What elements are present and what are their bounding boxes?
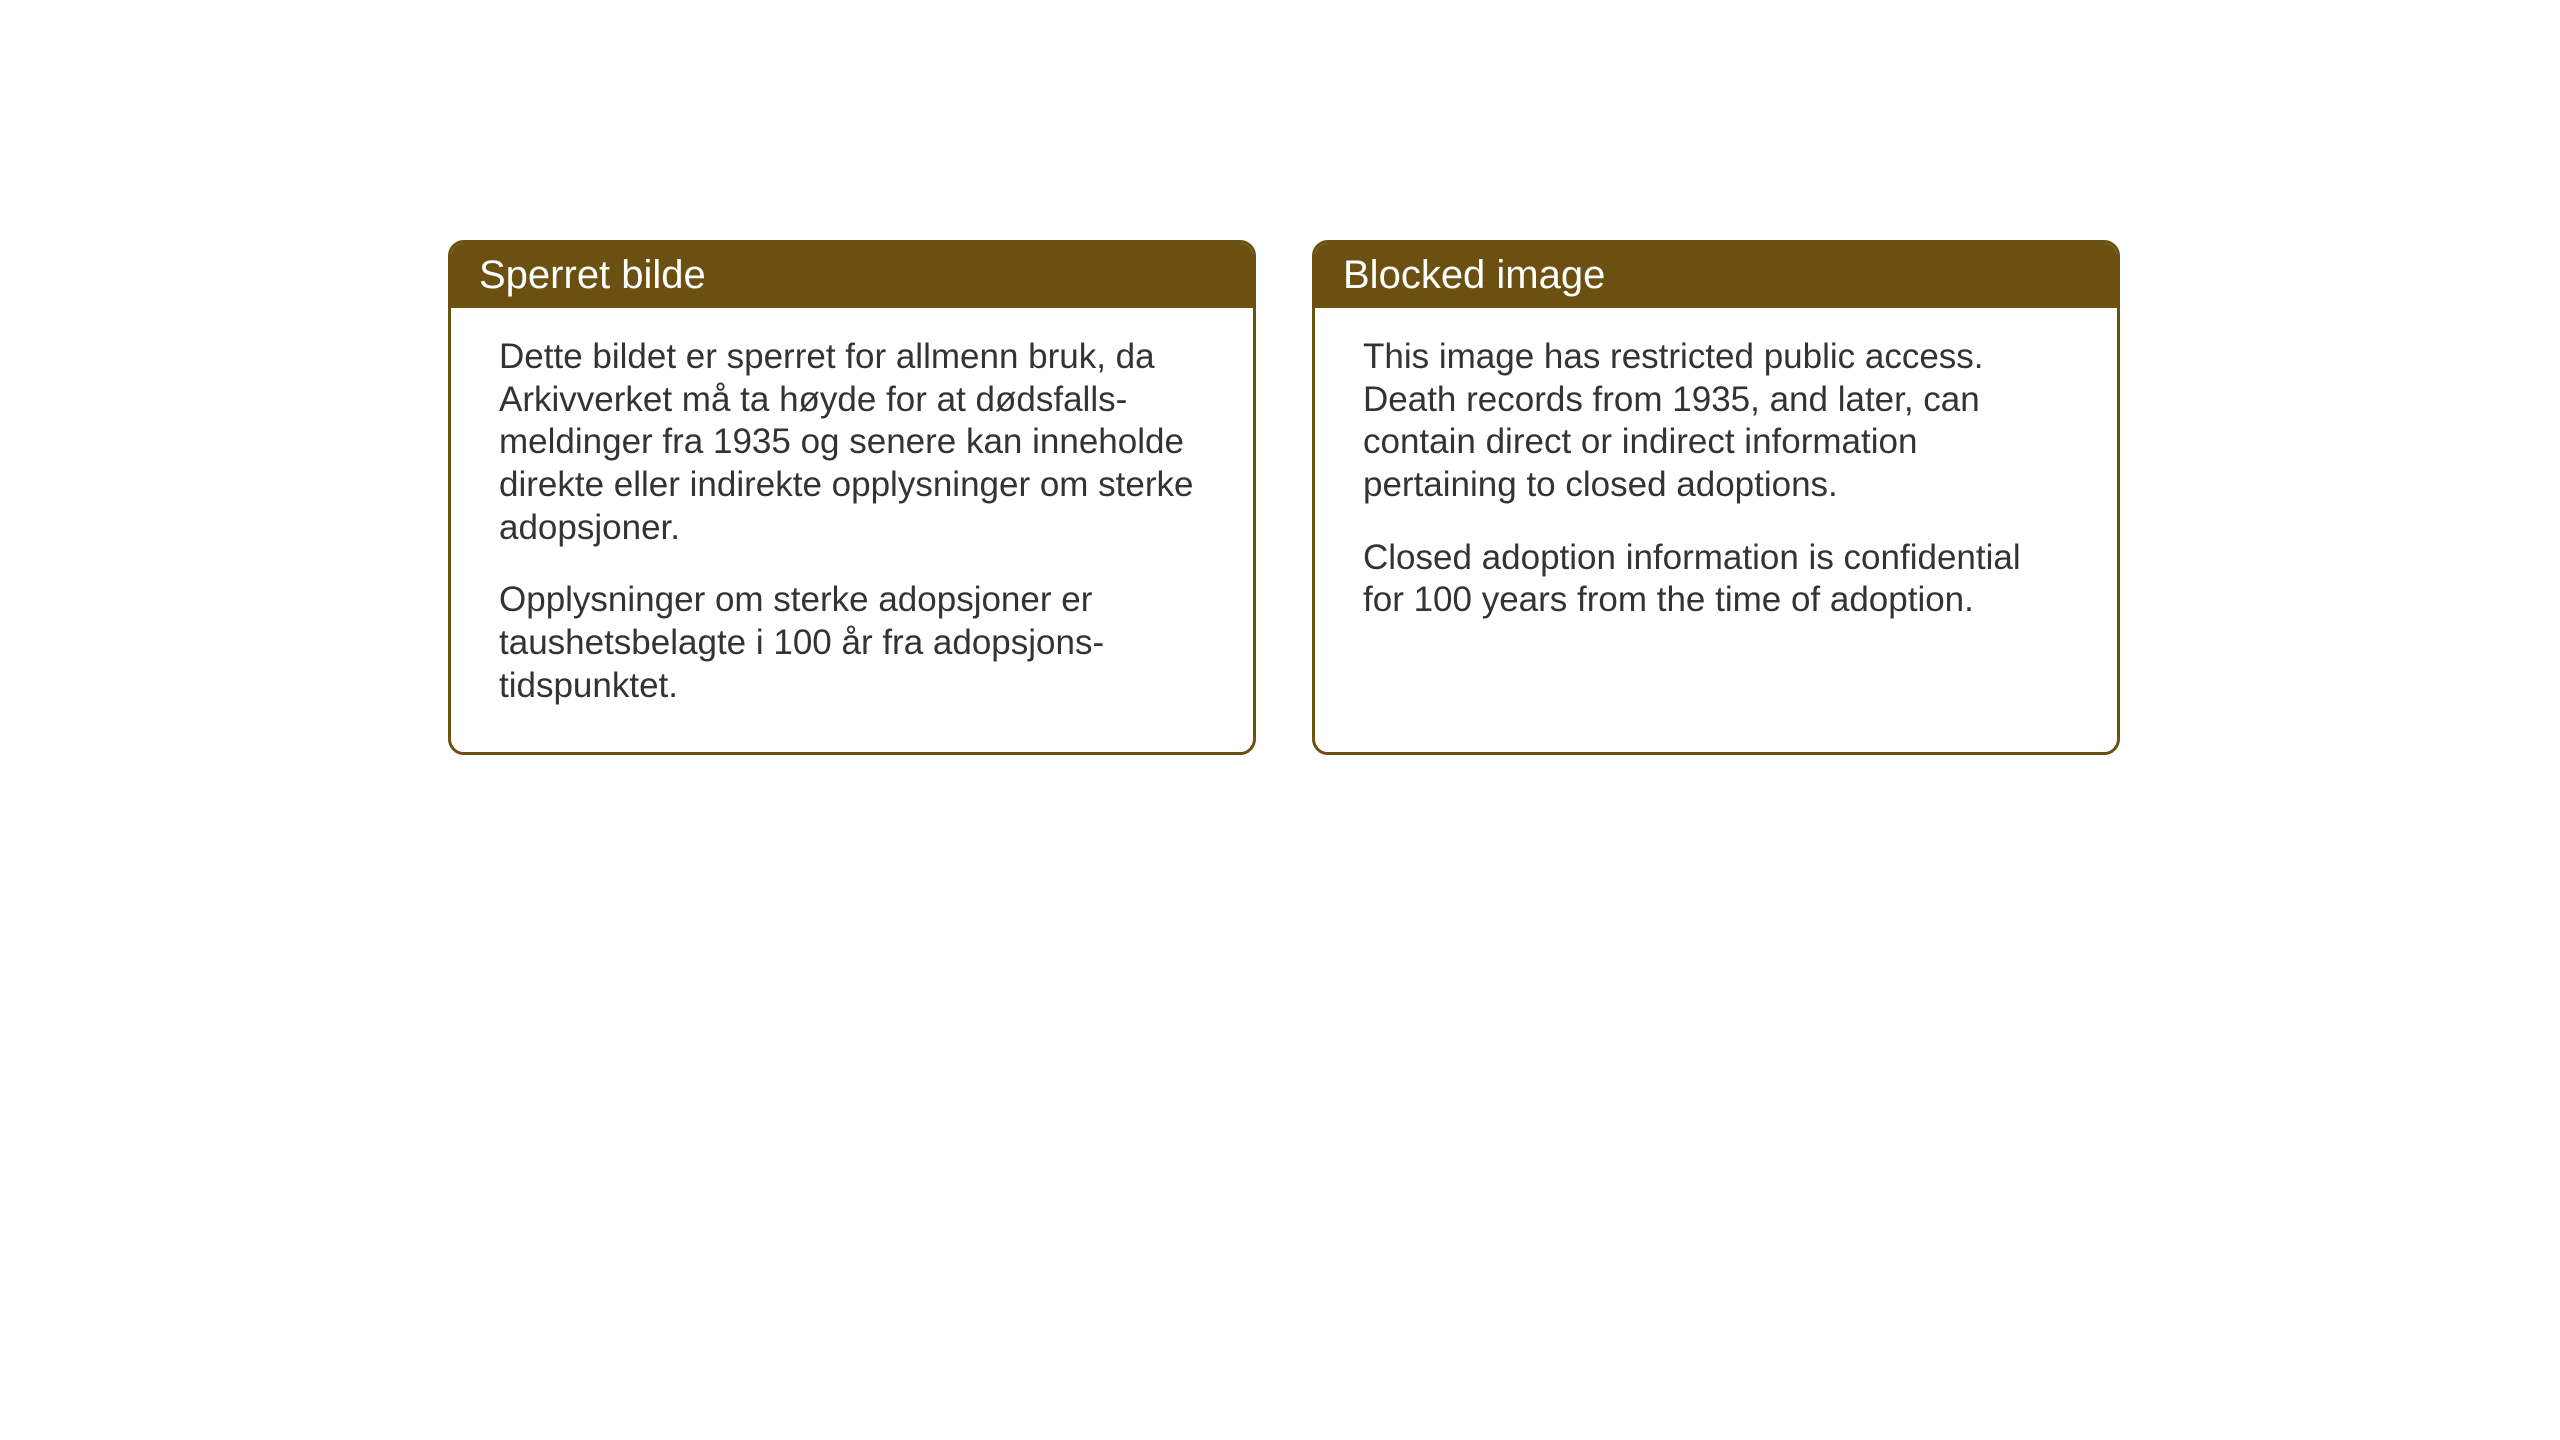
card-title-english: Blocked image	[1343, 253, 1605, 297]
card-paragraph-norwegian-2: Opplysninger om sterke adopsjoner er tau…	[499, 579, 1205, 707]
card-paragraph-english-1: This image has restricted public access.…	[1363, 336, 2069, 507]
card-header-norwegian: Sperret bilde	[451, 243, 1253, 308]
card-header-english: Blocked image	[1315, 243, 2117, 308]
card-paragraph-norwegian-1: Dette bildet er sperret for allmenn bruk…	[499, 336, 1205, 549]
card-paragraph-english-2: Closed adoption information is confident…	[1363, 537, 2069, 622]
notice-cards-container: Sperret bilde Dette bildet er sperret fo…	[448, 240, 2120, 755]
notice-card-english: Blocked image This image has restricted …	[1312, 240, 2120, 755]
card-body-norwegian: Dette bildet er sperret for allmenn bruk…	[451, 308, 1253, 752]
notice-card-norwegian: Sperret bilde Dette bildet er sperret fo…	[448, 240, 1256, 755]
card-body-english: This image has restricted public access.…	[1315, 308, 2117, 666]
card-title-norwegian: Sperret bilde	[479, 253, 706, 297]
